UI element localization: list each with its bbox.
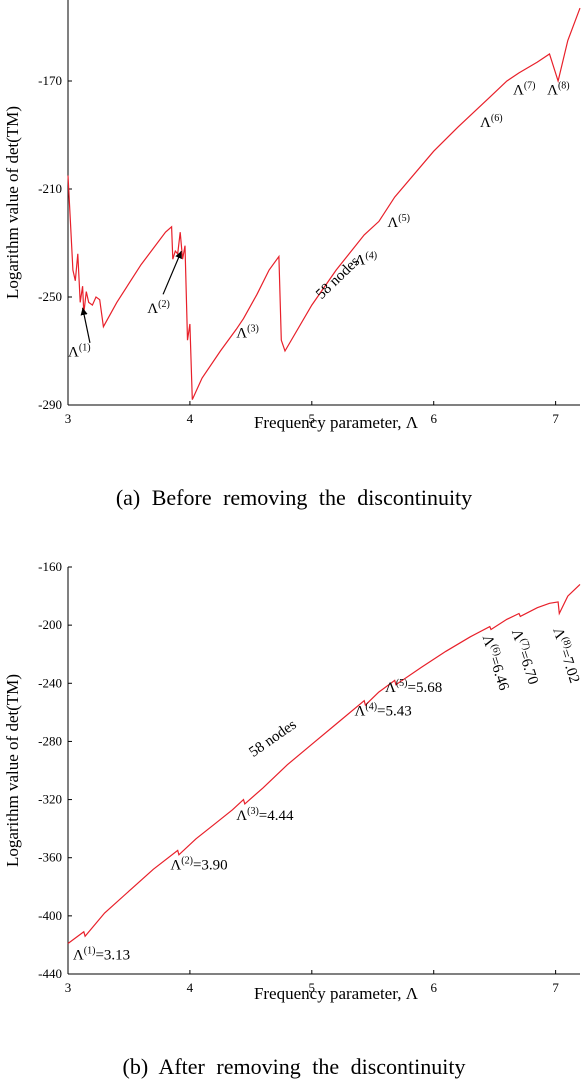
y-tick-label: -360 (38, 850, 62, 865)
y-tick-label: -250 (38, 289, 62, 304)
annotation-label: Λ(3)=4.44 (236, 806, 294, 824)
annotation-label: Λ(1) (68, 342, 91, 360)
series-line (68, 8, 580, 400)
x-tick-label: 6 (430, 411, 437, 426)
x-tick-label: 7 (552, 411, 559, 426)
annotation-label: Λ(5)=5.68 (385, 678, 442, 696)
annotation-label: Λ(4)=5.43 (354, 701, 411, 719)
nodes-label: 58 nodes (246, 717, 299, 761)
annotation-label: Λ(8)=7.02 (549, 625, 584, 685)
nodes-label: 58 nodes (313, 254, 363, 303)
arrow-lambda-1 (83, 308, 90, 343)
x-tick-label: 4 (187, 980, 194, 995)
x-tick-label: 7 (552, 980, 559, 995)
y-tick-label: -240 (38, 675, 62, 690)
annotation-label: Λ(8) (547, 81, 570, 99)
panel-caption: (a) Before removing the discontinuity (116, 485, 472, 510)
x-tick-label: 4 (187, 411, 194, 426)
series-line (68, 584, 580, 943)
annotation-label: Λ(7)=6.70 (508, 627, 543, 687)
annotation-label: Λ(7) (513, 81, 536, 99)
y-axis-label: Logarithm value of det(TM) (3, 106, 22, 299)
x-axis-label: Frequency parameter, Λ (254, 984, 419, 1003)
annotation-label: Λ(1)=3.13 (73, 945, 130, 963)
annotation-label: Λ(6)=6.46 (479, 632, 514, 693)
y-tick-label: -400 (38, 908, 62, 923)
y-tick-label: -210 (38, 181, 62, 196)
x-axis-label: Frequency parameter, Λ (254, 413, 419, 432)
annotation-label: Λ(6) (480, 113, 503, 131)
y-tick-label: -440 (38, 966, 62, 981)
y-tick-label: -170 (38, 73, 62, 88)
panel-caption: (b) After removing the discontinuity (123, 1054, 466, 1079)
panel-b-after: 3 4 5 6 7-160-200-240-280-320-360-400-440Fre… (3, 559, 584, 1079)
y-tick-label: -320 (38, 792, 62, 807)
x-tick-label: 3 (65, 411, 72, 426)
x-tick-label: 6 (430, 980, 437, 995)
annotation-label: Λ(5) (387, 213, 410, 231)
annotation-label: Λ(3) (236, 324, 259, 342)
y-tick-label: -280 (38, 733, 62, 748)
annotation-label: Λ(2)=3.90 (170, 855, 227, 873)
y-tick-label: -290 (38, 397, 62, 412)
x-tick-label: 3 (65, 980, 72, 995)
y-axis-label: Logarithm value of det(TM) (3, 674, 22, 867)
annotation-label: Λ(2) (147, 299, 170, 317)
y-tick-label: -160 (38, 559, 62, 574)
y-tick-label: -200 (38, 617, 62, 632)
